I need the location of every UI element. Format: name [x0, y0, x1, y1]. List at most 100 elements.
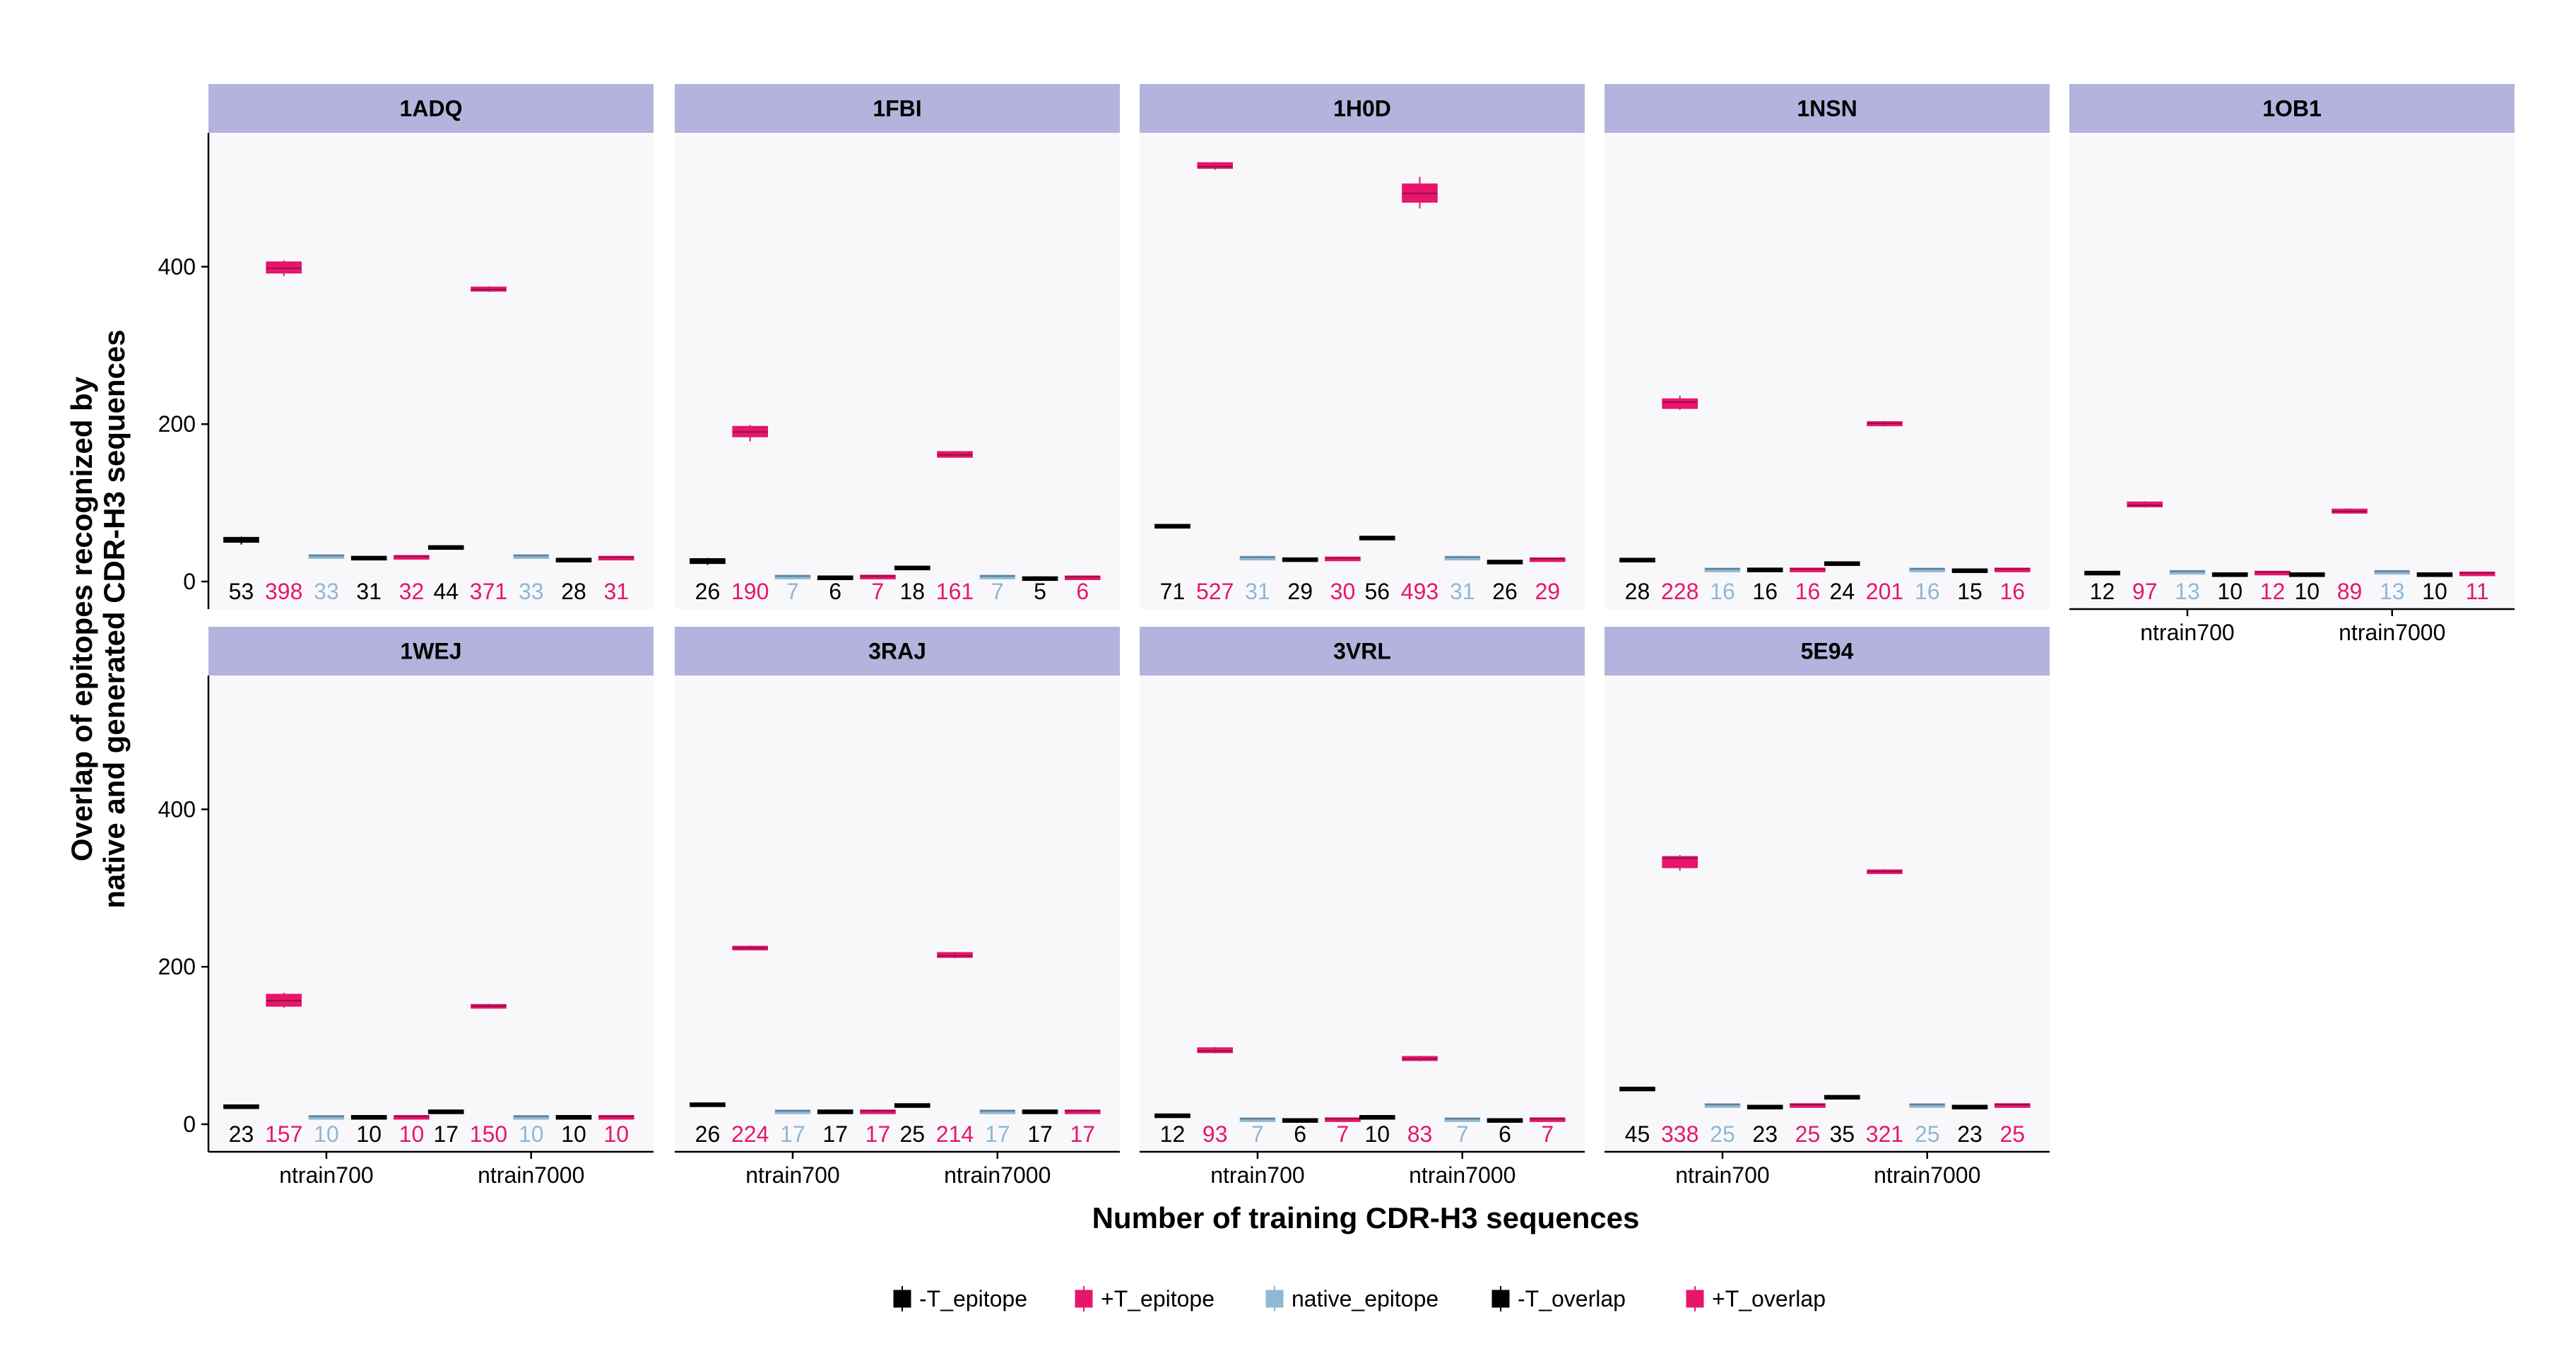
box-5e94-ntrain7000-native_epitope [1909, 1103, 1946, 1108]
median-label-1adq-ntrain7000-+T_overlap: 31 [603, 579, 629, 604]
median-label-1wej-ntrain700-+T_overlap: 10 [399, 1121, 425, 1147]
box-1h0d-ntrain700-native_epitope [1239, 555, 1276, 561]
panel-title-1adq: 1ADQ [400, 96, 463, 122]
median-label-1adq-ntrain700-+T_epitope: 398 [265, 579, 302, 604]
median-label-1fbi-ntrain700--T_overlap: 6 [829, 579, 841, 604]
median-label-5e94-ntrain7000-+T_overlap: 25 [1999, 1121, 2025, 1147]
box-1h0d-ntrain7000-native_epitope [1444, 555, 1481, 561]
box-3vrl-ntrain700--T_overlap [1282, 1118, 1318, 1123]
median-label-3raj-ntrain7000-+T_overlap: 17 [1070, 1121, 1095, 1147]
panel-background-3raj [675, 676, 1120, 1152]
median-label-1h0d-ntrain7000--T_epitope: 56 [1364, 579, 1390, 604]
median-label-1h0d-ntrain700-+T_epitope: 527 [1196, 579, 1234, 604]
panel-strip-1adq [208, 84, 654, 133]
median-label-3vrl-ntrain700-native_epitope: 7 [1251, 1121, 1264, 1147]
median-label-3vrl-ntrain7000--T_epitope: 10 [1364, 1121, 1390, 1147]
median-label-5e94-ntrain7000--T_overlap: 23 [1957, 1121, 1983, 1147]
y-axis-title: Overlap of epitopes recognized bynative … [65, 329, 131, 908]
median-label-1h0d-ntrain700--T_overlap: 29 [1287, 579, 1313, 604]
panel-strip-1h0d [1140, 84, 1585, 133]
median-label-1nsn-ntrain700--T_epitope: 28 [1625, 579, 1650, 604]
panel-strip-1nsn [1605, 84, 2050, 133]
box-1adq-ntrain700--T_overlap [350, 555, 387, 561]
median-label-1nsn-ntrain700-+T_epitope: 228 [1661, 579, 1698, 604]
median-label-1adq-ntrain700-+T_overlap: 32 [399, 579, 425, 604]
legend-key-t-epitope [1075, 1290, 1093, 1308]
panel-background-1fbi [675, 133, 1120, 609]
panel-background-1nsn [1605, 133, 2050, 609]
box-1wej-ntrain700--T_overlap [350, 1115, 387, 1120]
median-label-5e94-ntrain700-native_epitope: 25 [1710, 1121, 1735, 1147]
panel-strip-5e94 [1605, 627, 2050, 676]
median-label-1fbi-ntrain700-native_epitope: 7 [786, 579, 799, 604]
panel-strip-1ob1 [2069, 84, 2515, 133]
panel-strip-3raj [675, 627, 1120, 676]
median-label-1nsn-ntrain7000--T_overlap: 15 [1957, 579, 1983, 604]
box-3raj-ntrain7000-+T_epitope [937, 952, 973, 958]
y-tick-label-0-row-2: 0 [183, 1112, 196, 1137]
box-5e94-ntrain700-+T_epitope [1662, 856, 1698, 868]
median-label-1wej-ntrain7000-+T_overlap: 10 [603, 1121, 629, 1147]
median-label-5e94-ntrain7000--T_epitope: 35 [1829, 1121, 1855, 1147]
box-1h0d-ntrain7000-+T_epitope [1402, 183, 1438, 203]
median-label-1fbi-ntrain700-+T_overlap: 7 [872, 579, 885, 604]
box-1adq-ntrain7000--T_overlap [555, 558, 592, 562]
legend-key-t-overlap [1686, 1290, 1704, 1308]
legend-key-t-overlap [1491, 1290, 1510, 1308]
legend-label-t-epitope: -T_epitope [919, 1286, 1027, 1311]
box-1wej-ntrain7000--T_overlap [555, 1115, 592, 1120]
panel-title-3raj: 3RAJ [868, 639, 926, 664]
box-1ob1-ntrain7000-native_epitope [2374, 570, 2411, 575]
median-label-1ob1-ntrain7000-native_epitope: 13 [2380, 579, 2405, 604]
median-label-1wej-ntrain700-native_epitope: 10 [314, 1121, 339, 1147]
median-label-3raj-ntrain700-native_epitope: 17 [780, 1121, 805, 1147]
x-tick-label-3vrl-ntrain7000: ntrain7000 [1409, 1162, 1516, 1188]
legend-key-native-epitope [1265, 1290, 1284, 1308]
median-label-3vrl-ntrain7000-native_epitope: 7 [1456, 1121, 1469, 1147]
box-1h0d-ntrain700--T_overlap [1282, 557, 1318, 562]
box-1nsn-ntrain700--T_epitope [1619, 558, 1655, 562]
box-3vrl-ntrain700-+T_overlap [1325, 1117, 1361, 1122]
box-1nsn-ntrain7000-native_epitope [1909, 567, 1946, 572]
median-label-1wej-ntrain700-+T_epitope: 157 [265, 1121, 302, 1147]
median-label-1ob1-ntrain700-native_epitope: 13 [2175, 579, 2200, 604]
median-label-1adq-ntrain700-native_epitope: 33 [314, 579, 339, 604]
box-3raj-ntrain7000--T_overlap [1022, 1109, 1058, 1114]
box-3raj-ntrain7000-+T_overlap [1064, 1109, 1101, 1114]
box-3vrl-ntrain7000-native_epitope [1444, 1117, 1481, 1122]
median-label-1adq-ntrain7000--T_overlap: 28 [561, 579, 586, 604]
median-label-1ob1-ntrain7000--T_epitope: 10 [2294, 579, 2320, 604]
box-1wej-ntrain7000--T_epitope [427, 1109, 464, 1114]
box-3raj-ntrain700--T_overlap [817, 1109, 853, 1114]
median-label-1h0d-ntrain700-+T_overlap: 30 [1330, 579, 1356, 604]
median-label-1wej-ntrain7000--T_epitope: 17 [433, 1121, 459, 1147]
x-axis-title: Number of training CDR-H3 sequences [1092, 1201, 1640, 1234]
median-label-1nsn-ntrain700-native_epitope: 16 [1710, 579, 1735, 604]
panel-background-5e94 [1605, 676, 2050, 1152]
box-1h0d-ntrain700-+T_overlap [1325, 556, 1361, 562]
median-label-1adq-ntrain700--T_overlap: 31 [356, 579, 382, 604]
median-label-5e94-ntrain700-+T_epitope: 338 [1661, 1121, 1698, 1147]
y-tick-label-400-row-2: 400 [158, 796, 196, 822]
box-1h0d-ntrain700--T_epitope [1154, 524, 1190, 529]
box-3raj-ntrain700--T_epitope [690, 1102, 726, 1107]
median-label-5e94-ntrain700-+T_overlap: 25 [1795, 1121, 1821, 1147]
box-1adq-ntrain7000-+T_epitope [471, 286, 507, 292]
box-1fbi-ntrain700-+T_epitope [732, 425, 769, 437]
box-1nsn-ntrain700--T_overlap [1747, 567, 1783, 572]
panel-background-1ob1 [2069, 133, 2515, 609]
x-tick-label-5e94-ntrain700: ntrain700 [1675, 1162, 1769, 1188]
box-1nsn-ntrain7000--T_epitope [1824, 561, 1860, 566]
box-3raj-ntrain7000--T_epitope [894, 1103, 930, 1108]
box-3vrl-ntrain700-native_epitope [1239, 1117, 1276, 1122]
median-label-3raj-ntrain7000--T_overlap: 17 [1027, 1121, 1053, 1147]
box-1wej-ntrain700--T_epitope [223, 1104, 259, 1109]
panel-background-3vrl [1140, 676, 1585, 1152]
y-axis-title-line-2: native and generated CDR-H3 sequences [98, 329, 131, 908]
median-label-3raj-ntrain700--T_epitope: 26 [695, 1121, 721, 1147]
box-5e94-ntrain7000--T_epitope [1824, 1095, 1860, 1100]
box-1fbi-ntrain700-native_epitope [774, 574, 811, 579]
box-1adq-ntrain700-native_epitope [308, 554, 345, 559]
box-3raj-ntrain700-+T_overlap [860, 1109, 896, 1114]
panel-title-1wej: 1WEJ [400, 639, 461, 664]
